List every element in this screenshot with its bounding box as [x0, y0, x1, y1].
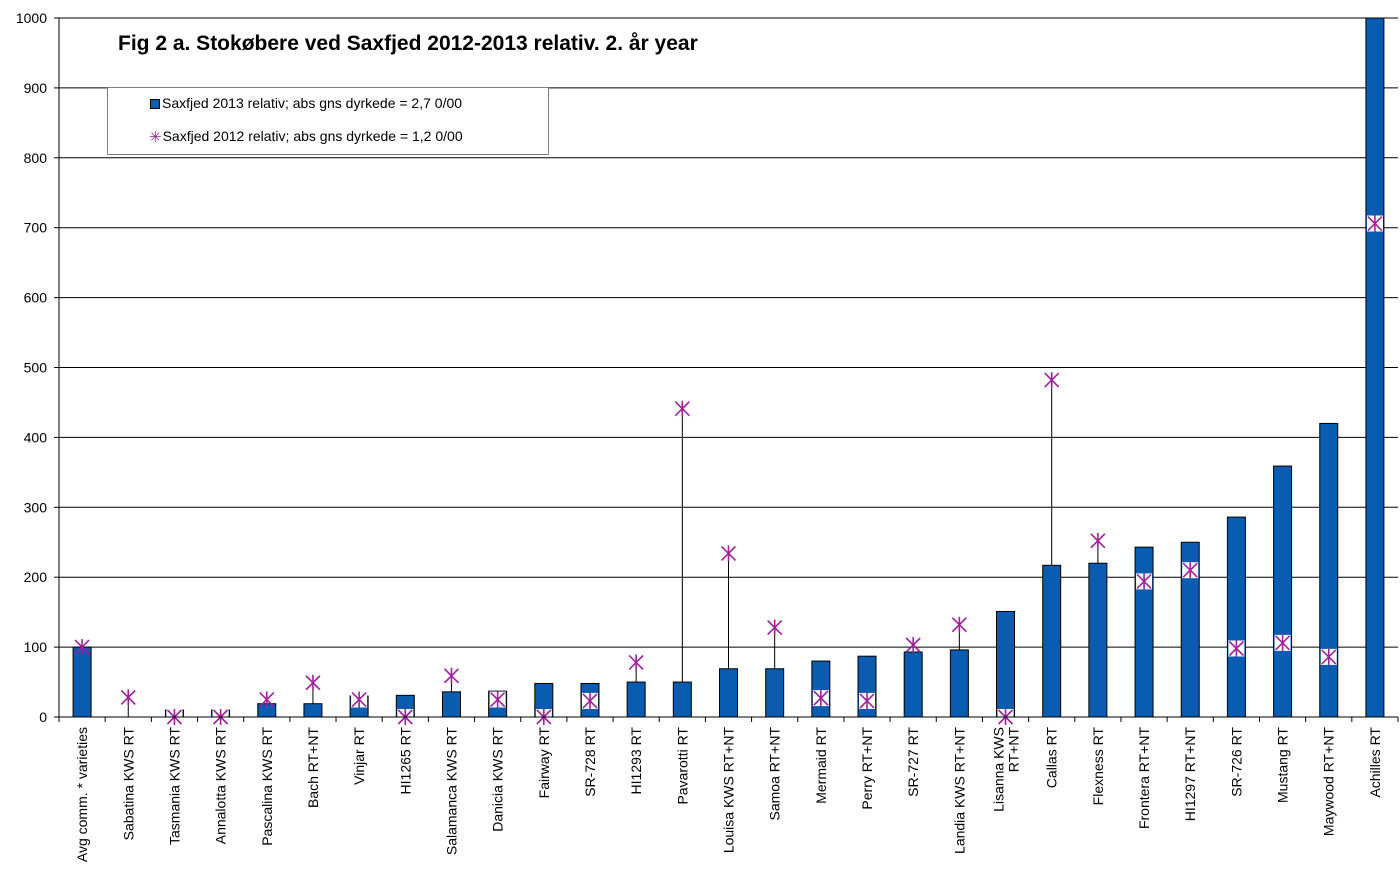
marker-2012 [581, 692, 598, 709]
marker-2012 [305, 674, 321, 691]
x-tick-label: Lisanna KWSRT+NT [991, 727, 1022, 812]
x-tick-label: SR-727 RT [905, 727, 921, 797]
x-tick-label: Fairway RT [536, 727, 552, 799]
x-tick-label: Mustang RT [1275, 727, 1291, 803]
marker-2012 [74, 639, 90, 656]
bar [949, 649, 969, 718]
y-tick-label: 800 [24, 150, 48, 166]
marker-2012 [443, 667, 460, 684]
legend-label-2012: Saxfjed 2012 relativ; abs gns dyrkede = … [162, 128, 463, 144]
marker-2012 [1228, 640, 1245, 657]
marker-2012 [1366, 215, 1383, 232]
bar [626, 681, 646, 718]
y-tick-label: 600 [24, 290, 48, 306]
y-tick-label: 200 [24, 569, 48, 585]
bar [1226, 516, 1246, 718]
marker-2012 [120, 689, 136, 706]
bar [1088, 562, 1108, 718]
x-tick-label: Achilles RT [1367, 727, 1383, 798]
x-tick-label: Perry RT+NT [859, 727, 875, 810]
x-tick-label: Sabatina KWS RT [120, 727, 136, 841]
y-tick-label: 1000 [16, 10, 47, 26]
marker-2012 [767, 619, 783, 636]
marker-2012 [1044, 372, 1060, 389]
marker-2012 [812, 690, 829, 707]
marker-2012 [905, 637, 921, 654]
asterisk-marker-icon: ✳ [149, 129, 162, 147]
y-tick-label: 500 [24, 360, 48, 376]
y-tick-label: 900 [24, 80, 48, 96]
x-tick-label: Samoa RT+NT [767, 727, 783, 821]
bar [811, 660, 831, 718]
y-tick-label: 300 [24, 499, 48, 515]
x-tick-label: Landia KWS RT+NT [951, 727, 967, 854]
x-tick-label: Callas RT [1044, 727, 1060, 789]
marker-2012 [1274, 634, 1291, 651]
bar [1273, 465, 1293, 718]
x-axis: Avg comm. * varieties Sabatina KWS RT Tasm… [58, 716, 1399, 862]
gridlines [59, 17, 1398, 648]
x-tick-label: Louisa KWS RT+NT [721, 727, 737, 854]
y-tick-label: 400 [24, 429, 48, 445]
y-axis: 0 100 200 300 400 500 600 700 800 900 1000 [16, 10, 60, 725]
x-tick-label: Annalotta KWS RT [213, 727, 229, 845]
x-tick-label: HI1293 RT [628, 727, 644, 795]
bar [1134, 546, 1154, 718]
x-tick-label: Danicia KWS RT [490, 727, 506, 832]
bar [1365, 17, 1385, 718]
x-tick-label: SR-726 RT [1228, 727, 1244, 797]
marker-2012 [1320, 648, 1337, 665]
x-tick-label: Maywood RT+NT [1321, 727, 1337, 837]
x-tick-label: HI1297 RT+NT [1182, 727, 1198, 822]
x-tick-label: Mermaid RT [813, 727, 829, 804]
legend-swatch-2013 [150, 99, 160, 110]
x-tick-label: Salamanca KWS RT [443, 727, 459, 856]
marker-2012 [1182, 562, 1199, 579]
bar [672, 681, 692, 718]
bars-2013 [72, 17, 1385, 718]
x-tick-label: Pavarotti RT [674, 727, 690, 805]
bar [1319, 422, 1339, 718]
marker-2012 [259, 691, 275, 708]
marker-2012 [859, 692, 876, 709]
bar [303, 703, 323, 718]
marker-2012 [351, 691, 368, 708]
bar [903, 651, 923, 718]
bar [765, 668, 785, 718]
bar [441, 691, 461, 718]
marker-2012 [628, 654, 644, 671]
x-tick-label: Pascalina KWS RT [259, 727, 275, 846]
bar [72, 646, 92, 718]
bar [1042, 564, 1062, 718]
x-tick-label: Bach RT+NT [305, 727, 321, 808]
x-tick-label: Avg comm. * varieties [74, 727, 90, 862]
marker-2012 [674, 400, 690, 417]
bar [996, 610, 1016, 718]
x-tick-label: HI1265 RT [397, 727, 413, 795]
x-tick-label: Vinjar RT [351, 727, 367, 785]
marker-2012 [489, 691, 506, 708]
marker-2012 [720, 545, 737, 562]
bar [719, 668, 738, 718]
y-tick-label: 0 [39, 709, 47, 725]
legend: Saxfjed 2013 relativ; abs gns dyrkede = … [107, 87, 549, 155]
x-tick-label: SR-728 RT [582, 727, 598, 797]
x-tick-label: Frontera RT+NT [1136, 727, 1152, 829]
legend-label-2013: Saxfjed 2013 relativ; abs gns dyrkede = … [162, 95, 463, 111]
x-tick-label: Tasmania KWS RT [166, 727, 182, 845]
legend-item-2012: ✳Saxfjed 2012 relativ; abs gns dyrkede =… [149, 128, 463, 146]
y-tick-label: 700 [24, 220, 48, 236]
legend-item-2013: Saxfjed 2013 relativ; abs gns dyrkede = … [150, 95, 462, 111]
marker-2012 [951, 616, 967, 633]
y-tick-label: 100 [24, 639, 48, 655]
chart-title: Fig 2 a. Stokøbere ved Saxfjed 2012-2013… [118, 32, 698, 55]
x-tick-label: Flexness RT [1090, 727, 1106, 806]
marker-2012 [1090, 532, 1106, 549]
marker-2012 [1136, 573, 1153, 590]
